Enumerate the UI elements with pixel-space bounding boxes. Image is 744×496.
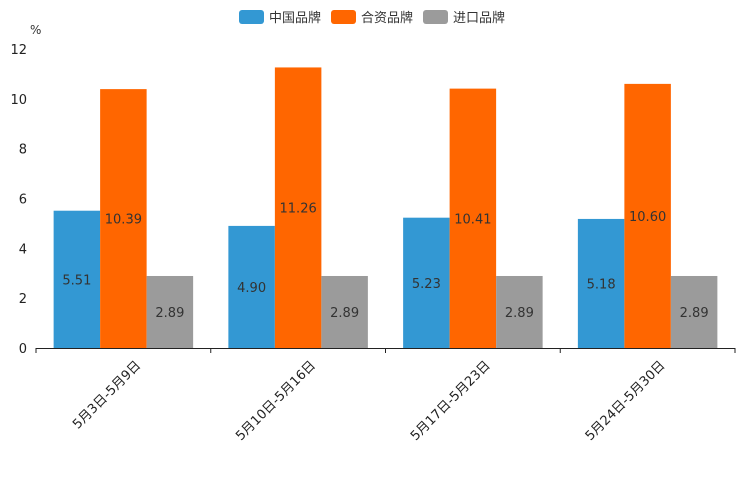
- y-tick-label: 6: [19, 193, 27, 208]
- bar: [321, 275, 368, 348]
- bar: [228, 225, 275, 348]
- y-tick-label: 2: [19, 292, 27, 307]
- legend-item-china-brand[interactable]: 中国品牌: [238, 7, 321, 26]
- x-tick-label: 5月10日-5月16日: [233, 358, 319, 444]
- bar: [624, 83, 671, 348]
- bar: [146, 275, 194, 348]
- y-tick-label: 0: [19, 342, 27, 357]
- bar: [100, 89, 147, 348]
- bar: [670, 275, 718, 348]
- bar-value-label: 2.89: [330, 306, 359, 321]
- y-tick-label: 10: [10, 93, 27, 108]
- bar-value-label: 10.41: [454, 212, 491, 227]
- y-tick-label: 12: [10, 43, 27, 58]
- bar-value-label: 4.90: [237, 281, 266, 296]
- bar: [496, 275, 543, 348]
- legend-swatch-china-brand: [238, 9, 264, 24]
- legend-item-import-brand[interactable]: 进口品牌: [423, 7, 505, 26]
- legend-label-china-brand: 中国品牌: [268, 11, 321, 26]
- bar: [577, 218, 625, 348]
- bar-value-label: 10.39: [105, 213, 142, 228]
- bar-value-label: 2.89: [155, 306, 184, 321]
- x-tick-label: 5月17日-5月23日: [408, 358, 494, 444]
- y-tick-label: 4: [19, 242, 27, 257]
- x-tick-label: 5月24日-5月30日: [583, 358, 669, 444]
- legend-swatch-joint-venture-brand: [330, 9, 356, 24]
- bar-value-label: 11.26: [280, 202, 317, 217]
- bar: [449, 88, 497, 349]
- legend-item-joint-venture-brand[interactable]: 合资品牌: [330, 7, 413, 26]
- bar-value-label: 5.18: [587, 277, 616, 292]
- bar-value-label: 2.89: [505, 306, 534, 321]
- legend-swatch-import-brand: [423, 9, 448, 24]
- legend-label-joint-venture-brand: 合资品牌: [360, 11, 413, 26]
- legend-label-import-brand: 进口品牌: [453, 11, 506, 26]
- y-axis-unit-label: %: [30, 23, 41, 37]
- bar-value-label: 2.89: [680, 306, 709, 321]
- bar: [53, 210, 101, 348]
- bar-value-label: 5.51: [62, 273, 91, 288]
- bar-value-label: 10.60: [629, 210, 666, 225]
- bar: [274, 67, 322, 349]
- x-tick-label: 5月3日-5月9日: [70, 358, 144, 432]
- y-tick-label: 8: [19, 143, 27, 158]
- legend: 中国品牌 合资品牌 进口品牌: [0, 7, 744, 26]
- bar: [403, 217, 450, 348]
- bar-value-label: 5.23: [412, 277, 441, 292]
